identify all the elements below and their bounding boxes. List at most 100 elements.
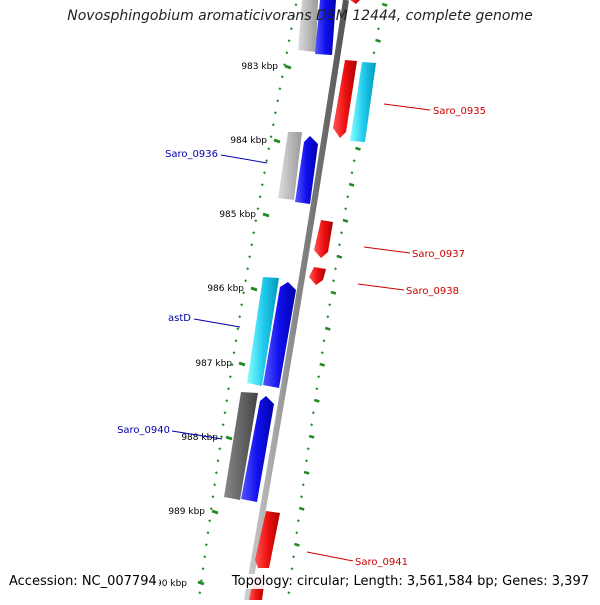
scale-dot [283,63,287,67]
scale-dot [201,567,205,571]
gene-feature-blue[interactable] [263,282,296,388]
leader-line [363,246,411,254]
gene-feature-red[interactable] [255,511,280,568]
scale-dot [246,267,250,271]
scale-dot [287,39,291,43]
scale-dot [265,159,269,163]
gene-feature-red[interactable] [314,220,333,258]
kbp-tick [211,509,219,515]
scale-dot [260,183,264,187]
scale-dot [295,531,299,535]
scale-dot [303,470,310,475]
scale-dot [336,254,343,259]
gene-feature-red[interactable] [309,267,326,285]
scale-dot [248,255,252,259]
gene-label-reverse[interactable]: Saro_0935 [433,106,486,117]
scale-dot [287,591,291,595]
leader-line [357,283,405,291]
accession-text: Accession: NC_007794 [7,574,159,589]
gene-feature-blue[interactable] [315,0,336,55]
scale-dot [342,218,349,223]
scale-dot [285,51,289,55]
forward-strand-genes [224,0,336,502]
scale-dot [319,362,326,367]
gene-feature-cyan[interactable] [247,277,279,386]
scale-dot [242,291,246,295]
scale-dot [278,87,282,91]
gene-feature-grey[interactable] [298,0,318,52]
scale-dot [372,51,376,55]
scale-dot [271,123,275,127]
gene-feature-blue[interactable] [241,396,274,502]
gene-label-forward[interactable]: astD [168,313,191,324]
scale-dot [234,339,238,343]
scale-dot [290,567,294,571]
scale-dot [376,27,380,31]
kbp-scale: 983 kbp 984 kbp 985 kbp 986 kbp 987 kbp … [150,62,292,589]
scale-dot [313,398,320,403]
gene-feature-grey[interactable] [278,132,302,200]
scale-dot [258,195,262,199]
scale-dot [213,483,217,487]
genome-summary-text: Topology: circular; Length: 3,561,584 bp… [229,574,591,589]
scale-dot [294,3,298,7]
scale-dot [294,542,300,547]
scale-dot [326,315,330,319]
gene-feature-cyan[interactable] [350,62,376,142]
kbp-tick-label: 988 kbp [181,433,218,443]
kbp-tick-label: 990 kbp [150,579,187,589]
gene-feature-red[interactable] [333,60,357,138]
scale-dot [350,171,354,175]
scale-dot [221,423,225,427]
scale-dot [324,326,331,331]
gene-label-leaders [171,103,431,562]
scale-dot [330,290,337,295]
scale-dot [340,231,344,235]
scale-dot [228,375,232,379]
kbp-tick [262,212,270,218]
scale-dot [346,195,350,199]
scale-dot [238,315,242,319]
scale-dot [209,507,213,511]
genome-backbone [244,0,349,601]
scale-dot [320,351,324,355]
scale-dot [208,519,212,523]
gene-label-forward[interactable]: Saro_0940 [117,425,170,436]
scale-dot [292,555,296,559]
scale-dot [334,267,338,271]
scale-dot [218,447,222,451]
scale-dot [230,363,234,367]
scale-dot [315,387,319,391]
kbp-tick [250,286,258,292]
scale-dot [227,387,231,391]
scale-dot [381,2,388,7]
gene-feature-darkgrey[interactable] [224,392,258,500]
scale-dot [300,495,304,499]
kbp-tick [238,361,246,367]
kbp-tick-label: 983 kbp [241,62,278,72]
gene-label-reverse[interactable]: Saro_0938 [406,286,459,297]
gene-label-forward[interactable]: Saro_0936 [165,149,218,160]
kbp-tick-label: 985 kbp [219,210,256,220]
scale-dot [199,579,203,583]
scale-dot [269,135,273,139]
scale-dot [317,375,321,379]
gene-feature-red[interactable] [350,0,360,4]
gene-label-reverse[interactable]: Saro_0937 [412,249,465,260]
scale-dot [276,99,280,103]
scale-dot [355,146,361,151]
kbp-tick-label: 987 kbp [195,359,232,369]
scale-dot [216,459,220,463]
gene-label-reverse[interactable]: Saro_0941 [355,557,408,568]
scale-dot [305,459,309,463]
kbp-tick-label: 989 kbp [168,507,205,517]
kbp-tick-label: 986 kbp [207,284,244,294]
scale-dot [306,447,310,451]
scale-dot [254,219,258,223]
gene-feature-blue[interactable] [295,136,318,204]
scale-dot [280,75,284,79]
scale-dot [311,411,315,415]
scale-dot [232,351,236,355]
